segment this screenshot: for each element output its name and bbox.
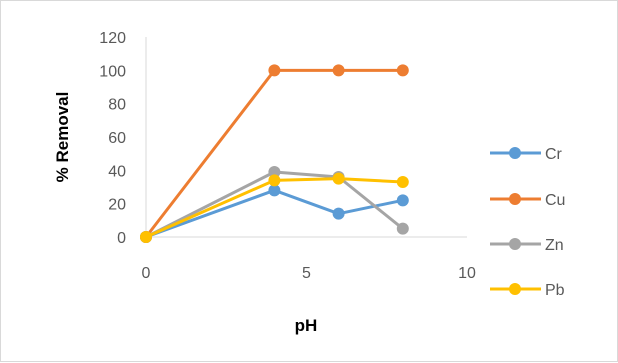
data-point-pb — [396, 176, 409, 188]
data-point-cu — [268, 64, 281, 77]
legend-item-cr: Cr — [490, 146, 563, 163]
data-point-zn — [396, 222, 409, 235]
legend-item-pb: Pb — [490, 282, 565, 299]
data-point-cu — [332, 64, 345, 77]
series — [140, 64, 409, 243]
data-point-cr — [396, 194, 409, 207]
data-point-pb — [140, 231, 152, 243]
series-line-zn — [145, 170, 404, 239]
x-tick-label: 0 — [142, 265, 151, 282]
y-tick-label: 80 — [108, 97, 126, 114]
data-point-cr — [268, 184, 281, 197]
series-line-cu — [144, 68, 403, 238]
x-tick-labels: 0 5 10 — [142, 265, 476, 282]
series-line-cr — [145, 188, 404, 239]
x-tick-label: 10 — [458, 265, 476, 282]
y-tick-label: 40 — [108, 163, 126, 180]
y-tick-label: 120 — [99, 30, 126, 47]
legend-item-zn: Zn — [490, 237, 564, 254]
legend-item-cu: Cu — [490, 192, 565, 209]
y-tick-label: 0 — [117, 230, 126, 247]
legend-label-pb: Pb — [545, 282, 565, 299]
data-point-zn — [268, 166, 281, 178]
legend-label-cr: Cr — [545, 146, 563, 163]
x-axis-title: pH — [295, 316, 318, 335]
legend-label-cu: Cu — [545, 192, 565, 209]
y-tick-labels: 0 20 40 60 80 100 120 — [99, 30, 126, 247]
y-tick-label: 20 — [108, 197, 126, 214]
series-line-pb — [145, 177, 403, 239]
data-point-cr — [332, 207, 345, 220]
series-pb — [140, 172, 409, 243]
legend: Cr Cu Zn Pb — [490, 146, 565, 299]
data-point-pb — [268, 174, 281, 187]
legend-marker-cr — [509, 147, 521, 159]
y-tick-label: 100 — [99, 63, 126, 80]
y-axis-title: % Removal — [53, 92, 72, 183]
data-point-cu — [396, 64, 409, 77]
legend-marker-pb — [509, 283, 521, 295]
data-point-pb — [332, 172, 345, 185]
y-tick-label: 60 — [108, 130, 126, 147]
legend-marker-cu — [509, 193, 521, 205]
legend-label-zn: Zn — [545, 237, 564, 254]
series-cu — [140, 64, 409, 243]
x-tick-label: 5 — [302, 265, 311, 282]
legend-marker-zn — [509, 238, 521, 250]
axes — [145, 37, 467, 238]
